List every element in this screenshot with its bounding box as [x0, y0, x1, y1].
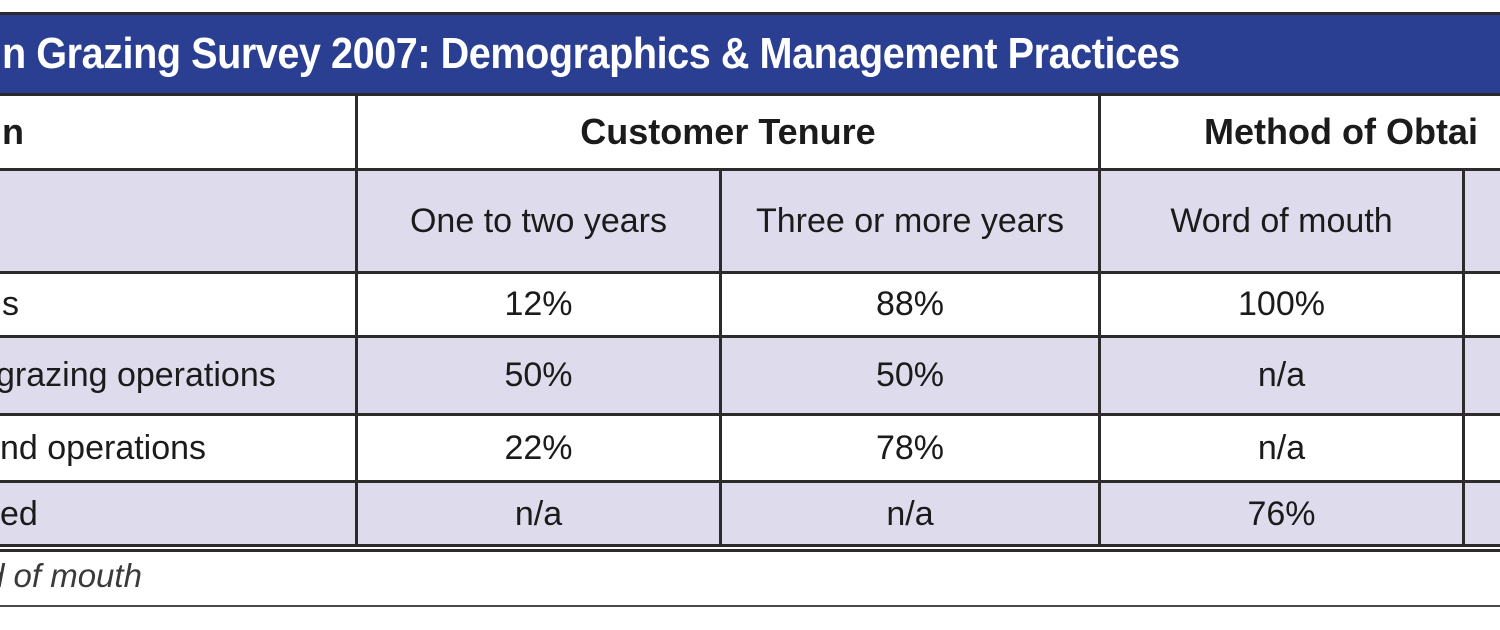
table-cell: n/a	[886, 494, 934, 533]
table-bottom-border-outer	[0, 549, 1500, 552]
table-cell: 50%	[504, 356, 573, 394]
footnote-rule	[0, 605, 1500, 607]
subheader-row-band	[0, 171, 1500, 271]
table-cell: 78%	[875, 428, 945, 467]
table-cell: n/a	[1257, 356, 1306, 394]
grid-hline	[0, 335, 1500, 338]
row-label-fragment: ed	[0, 494, 38, 533]
table-bottom-border	[0, 544, 1500, 547]
grid-vline-col2	[719, 171, 722, 545]
subheader-word-of-mouth: Word of mouth	[1170, 201, 1393, 240]
grid-vline-col3	[1098, 96, 1101, 545]
row-label-fragment: s	[2, 285, 19, 323]
table-cell: 12%	[504, 285, 573, 323]
table-cell: n/a	[514, 494, 563, 533]
footnote-fragment: d of mouth	[0, 557, 142, 594]
figure-title: n Grazing Survey 2007: Demographics & Ma…	[2, 29, 1180, 78]
table-cell: 50%	[875, 356, 945, 394]
table-cell: 76%	[1247, 494, 1316, 533]
corner-header-fragment: n	[2, 111, 24, 152]
group-header-customer-tenure: Customer Tenure	[580, 111, 876, 152]
subheader-three-or-more-years: Three or more years	[756, 201, 1064, 240]
grid-vline-col4	[1462, 171, 1465, 545]
table-cell: 100%	[1238, 285, 1325, 323]
row-band-shaded-2	[0, 483, 1500, 545]
row-label-fragment: nd operations	[0, 428, 207, 467]
row-label-fragment: grazing operations	[0, 356, 276, 394]
grid-hline	[0, 413, 1500, 416]
table-cell: 88%	[875, 285, 945, 323]
table-cell: 22%	[504, 428, 573, 467]
group-header-method-of-obtaining: Method of Obtai	[1204, 111, 1478, 152]
grid-hline	[0, 480, 1500, 483]
title-banner: n Grazing Survey 2007: Demographics & Ma…	[0, 12, 1500, 96]
grid-vline-col1	[355, 96, 358, 545]
table-cell: n/a	[1257, 428, 1306, 467]
subheader-one-to-two-years: One to two years	[409, 201, 667, 240]
row-band-shaded-1	[0, 338, 1500, 413]
grid-hline	[0, 168, 1500, 171]
grid-hline	[0, 271, 1500, 274]
